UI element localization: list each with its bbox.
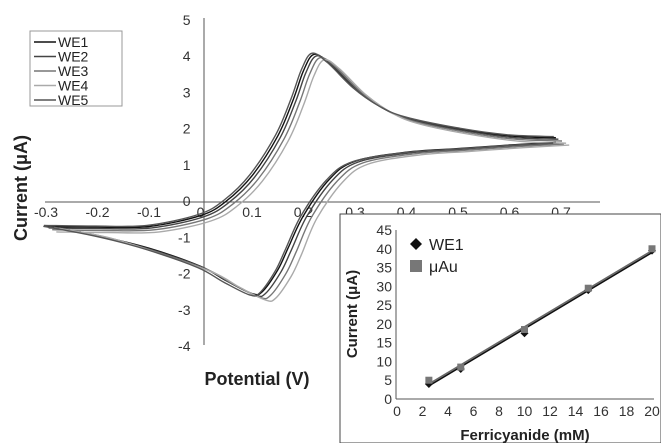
inset-x-tick-label: 16: [593, 403, 609, 419]
legend-label: WE1: [58, 34, 89, 50]
cv-series-we3-anodic: [52, 56, 563, 232]
cv-plot: -0.3 -0.2 -0.1 0 0.1 0.2 0.3 0.4 0.5 0.6 0.7 54321…: [11, 12, 600, 389]
y-tick-label: 3: [183, 84, 191, 100]
inset-x-tick-label: 6: [470, 403, 478, 419]
inset-x-tick-label: 12: [542, 403, 558, 419]
y-tick-label: 0: [183, 193, 191, 209]
inset-fit-line: [428, 249, 653, 385]
inset-legend-square: [410, 260, 422, 272]
inset-y-tick-labels: 45 40 35 30 25 20 15 10 5 0: [376, 222, 392, 407]
inset-point-uau: [648, 245, 656, 253]
inset-y-tick-label: 10: [376, 353, 392, 369]
inset-point-uau: [425, 376, 433, 384]
inset-point-uau: [457, 363, 465, 371]
y-tick-label: 4: [183, 48, 191, 64]
y-tick-label: -1: [178, 229, 191, 245]
inset-points: [424, 245, 656, 388]
y-tick-label: 1: [183, 157, 191, 173]
inset-x-axis-title: Ferricyanide (mM): [460, 427, 589, 443]
legend-label: WE4: [58, 78, 89, 94]
inset-fit-lines: [428, 249, 653, 387]
inset-legend-label: μAu: [429, 259, 458, 276]
cv-series-we2-anodic: [48, 55, 559, 230]
cv-series-we5-cathodic: [43, 142, 554, 297]
cv-series-we5-anodic: [43, 52, 554, 228]
inset-point-uau: [584, 284, 592, 292]
inset-legend: WE1 μAu: [410, 237, 464, 276]
y-tick-label: -4: [178, 338, 191, 354]
cv-series: [43, 52, 570, 302]
legend-label: WE3: [58, 63, 89, 79]
inset-y-tick-label: 0: [384, 391, 392, 407]
legend-label: WE5: [58, 92, 89, 108]
inset-y-tick-label: 45: [376, 222, 392, 238]
inset-x-tick-label: 0: [393, 403, 401, 419]
inset-x-tick-label: 18: [619, 403, 635, 419]
y-tick-label: -2: [178, 266, 191, 282]
legend-label: WE2: [58, 49, 89, 65]
inset-y-tick-label: 35: [376, 260, 392, 276]
inset-y-tick-label: 15: [376, 335, 392, 351]
inset-legend-diamond: [410, 238, 422, 250]
x-tick-label: 0: [197, 204, 205, 220]
inset-legend-label: WE1: [429, 237, 464, 254]
inset-y-tick-label: 5: [384, 372, 392, 388]
x-tick-label: -0.3: [34, 204, 58, 220]
inset-point-uau: [521, 326, 528, 334]
inset-y-tick-label: 40: [376, 241, 392, 257]
legend-box: [29, 30, 123, 107]
inset-fit-line: [428, 251, 653, 387]
x-tick-label: 0.1: [242, 204, 262, 220]
inset-x-tick-label: 4: [444, 403, 452, 419]
x-tick-label: -0.1: [137, 204, 161, 220]
inset-y-tick-label: 20: [376, 316, 392, 332]
inset-x-tick-label: 10: [517, 403, 533, 419]
inset-x-tick-label: 8: [495, 403, 503, 419]
cv-series-we3-cathodic: [53, 143, 564, 300]
y-tick-label: 5: [183, 12, 191, 28]
cv-series-we4-anodic: [56, 58, 567, 234]
y-tick-label: -3: [178, 302, 191, 318]
inset-x-tick-label: 20: [644, 403, 660, 419]
y-tick-label: 2: [183, 121, 191, 137]
x-axis-title: Potential (V): [204, 369, 309, 389]
inset-x-tick-labels: 0 2 4 6 8 10 12 14 16 18 20: [393, 403, 660, 419]
y-tick-labels: 5 4 3 2 1 0 -1 -2 -3 -4: [178, 12, 191, 354]
x-tick-label: -0.2: [85, 204, 109, 220]
inset-frame: [339, 213, 661, 443]
inset-x-tick-label: 2: [419, 403, 427, 419]
y-axis-title: Current (μA): [11, 135, 31, 241]
inset-x-tick-label: 14: [568, 403, 584, 419]
inset-y-tick-label: 25: [376, 297, 392, 313]
inset-y-tick-label: 30: [376, 278, 392, 294]
inset-y-axis-title: Current (μA): [344, 270, 361, 358]
